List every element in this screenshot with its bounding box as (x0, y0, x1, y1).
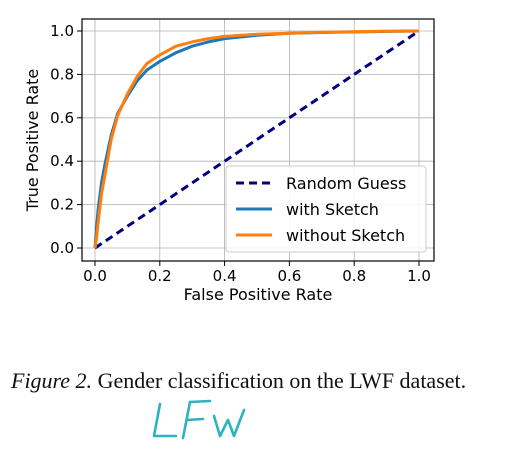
x-tick-label: 0.6 (277, 267, 301, 285)
x-tick-label: 0.2 (148, 267, 172, 285)
plot-frame (81, 18, 435, 262)
y-tick-label: 0.8 (50, 65, 74, 83)
legend-label: Random Guess (286, 174, 406, 193)
figure-caption-label: Figure 2. (11, 368, 93, 393)
y-tick-label: 0.6 (50, 109, 74, 127)
legend-label: with Sketch (286, 200, 379, 219)
legend: Random Guess with Sketch without Sketch (225, 165, 427, 253)
x-tick-label: 0.0 (83, 267, 107, 285)
figure-caption: Figure 2. Gender classification on the L… (11, 366, 491, 396)
x-tick-label: 0.4 (213, 267, 237, 285)
legend-label: without Sketch (286, 226, 405, 245)
y-tick-label: 0.4 (50, 152, 74, 170)
y-tick-label: 1.0 (50, 22, 74, 40)
legend-items: Random Guess with Sketch without Sketch (236, 174, 406, 245)
x-axis-label: False Positive Rate (184, 285, 333, 304)
roc-chart: 0.0 0.2 0.4 0.6 0.8 1.0 0.0 0.2 0.4 0.6 0.8 1.0 Fal… (23, 18, 435, 304)
handwritten-lfw-note (152, 399, 246, 440)
ticks-layer: 0.0 0.2 0.4 0.6 0.8 1.0 0.0 0.2 0.4 0.6 0.8 1.0 (50, 22, 431, 285)
x-tick-label: 0.8 (342, 267, 366, 285)
y-axis-label: True Positive Rate (23, 69, 42, 213)
y-tick-label: 0.0 (50, 239, 74, 257)
x-tick-label: 1.0 (407, 267, 431, 285)
series-line-without-sketch (93, 29, 420, 249)
series-layer (93, 29, 420, 250)
y-tick-label: 0.2 (50, 196, 74, 214)
legend-box (225, 165, 427, 253)
figure-caption-text: Gender classification on the LWF dataset… (92, 368, 467, 393)
grid (82, 19, 434, 261)
